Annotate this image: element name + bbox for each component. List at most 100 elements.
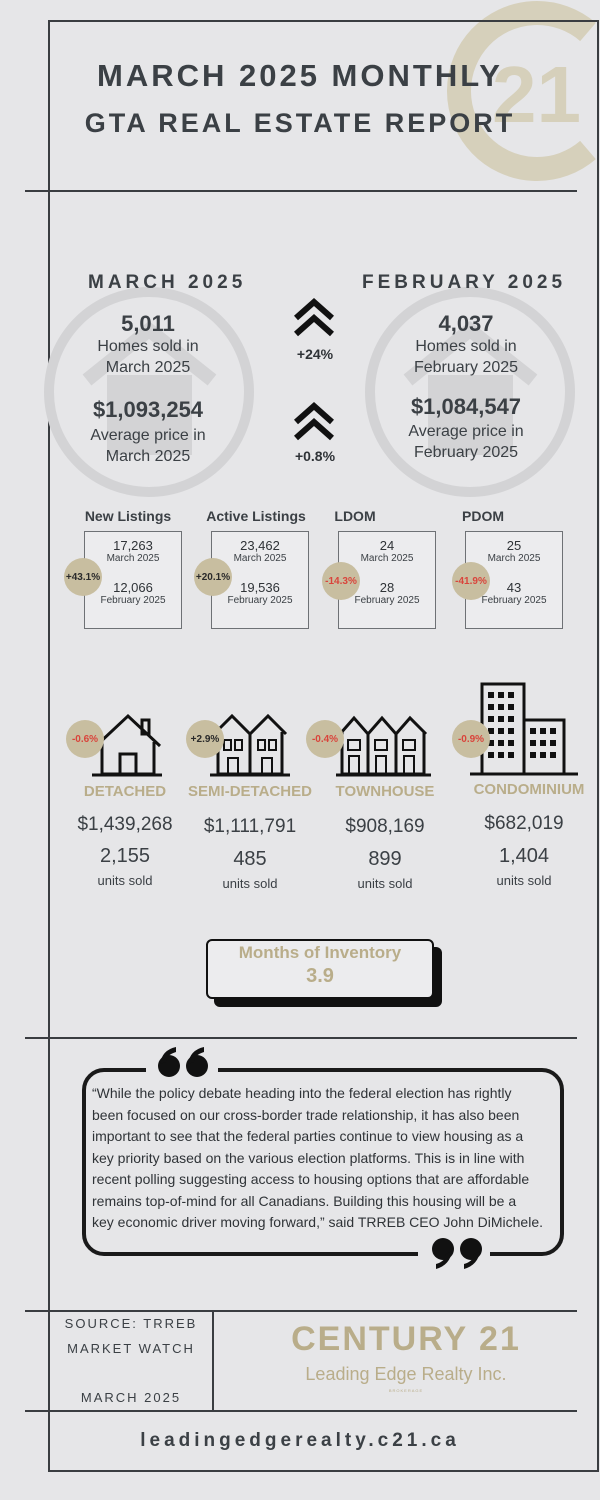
change-badge: -41.9%	[452, 562, 490, 600]
stat-previous-value: 19,536	[240, 580, 280, 595]
close-quote-icon	[432, 1238, 482, 1269]
homes-sold-previous-label2: February 2025	[413, 359, 519, 376]
stat-current-value: 23,462	[240, 538, 280, 553]
stat-current-label: March 2025	[233, 553, 287, 564]
page-title-line2: GTA REAL ESTATE REPORT	[84, 108, 516, 138]
avg-price-current: $1,093,254	[92, 397, 204, 422]
source-date: MARCH 2025	[80, 1390, 182, 1405]
stat-box-pdom: 25 March 2025 43 February 2025	[465, 531, 563, 629]
stat-previous-value: 28	[379, 580, 395, 595]
change-badge: -0.4%	[306, 720, 344, 758]
divider-footer-bottom	[25, 1410, 577, 1412]
home-watermark-left-icon	[44, 287, 254, 497]
ptype-units: 485	[233, 848, 267, 870]
stat-current-label: March 2025	[360, 553, 414, 564]
quote-line: remains top-of-mind for all Canadians. B…	[92, 1192, 517, 1209]
ptype-units-label: units sold	[496, 873, 552, 888]
quote-frame	[82, 1068, 564, 1256]
stat-title-ldom: LDOM	[334, 508, 376, 524]
brand-brokerage: BROKERAGE	[388, 1388, 424, 1393]
divider-quote	[25, 1037, 577, 1039]
stat-previous-value: 43	[506, 580, 522, 595]
homes-sold-current: 5,011	[121, 311, 175, 336]
semi-detached-icon	[210, 713, 290, 777]
source-line1: SOURCE: TRREB	[64, 1316, 198, 1331]
stat-previous-value: 12,066	[113, 580, 153, 595]
change-badge: +20.1%	[194, 558, 232, 596]
stat-previous-label: February 2025	[354, 595, 420, 606]
ptype-units: 2,155	[99, 845, 151, 867]
ptype-name: DETACHED	[83, 783, 167, 800]
inventory-label: Months of Inventory	[238, 943, 402, 962]
ptype-price: $1,439,268	[77, 814, 173, 835]
ptype-price: $908,169	[345, 816, 425, 837]
change-badge: +2.9%	[186, 720, 224, 758]
ptype-units: 899	[368, 848, 402, 870]
quote-line: “While the policy debate heading into th…	[92, 1085, 512, 1101]
stat-current-value: 25	[506, 538, 522, 553]
page-title-line1: MARCH 2025 MONTHLY	[97, 58, 503, 93]
stat-previous-label: February 2025	[227, 595, 293, 606]
change-badge: -0.9%	[452, 720, 490, 758]
ptype-units-label: units sold	[97, 873, 153, 888]
homes-sold-current-label1: Homes sold in	[97, 338, 199, 355]
ptype-units: 1,404	[498, 845, 550, 867]
brand-logo-text: CENTURY 21	[291, 1320, 521, 1358]
avg-price-previous-label2: February 2025	[413, 444, 519, 461]
quote-line: important to see that the federal partie…	[92, 1128, 524, 1144]
ptype-name: TOWNHOUSE	[335, 783, 435, 800]
homes-sold-previous-label1: Homes sold in	[415, 338, 517, 355]
source-line2: MARKET WATCH	[67, 1341, 195, 1356]
stat-title-active-listings: Active Listings	[206, 508, 306, 524]
divider-footer-top	[25, 1310, 577, 1312]
home-watermark-right-icon	[365, 287, 575, 497]
c21-watermark-text: 21	[492, 50, 581, 139]
frame-bottom	[48, 1470, 598, 1472]
house-icon	[92, 713, 162, 777]
stat-current-value: 17,263	[113, 538, 153, 553]
stat-previous-label: February 2025	[481, 595, 547, 606]
price-change: +0.8%	[294, 448, 336, 464]
frame-right	[597, 20, 599, 1472]
change-badge: +43.1%	[64, 558, 102, 596]
stat-current-label: March 2025	[487, 553, 541, 564]
inventory-value: 3.9	[306, 965, 334, 987]
stat-previous-label: February 2025	[100, 595, 166, 606]
footer-divider-vertical	[212, 1310, 214, 1410]
quote-line: been focused on our cross-border trade r…	[92, 1106, 520, 1123]
stat-current-value: 24	[379, 538, 395, 553]
frame-left	[48, 20, 50, 1472]
stat-title-new-listings: New Listings	[84, 508, 172, 524]
homes-sold-previous: 4,037	[438, 311, 494, 336]
double-chevron-up-icon	[294, 297, 334, 337]
period-previous: FEBRUARY 2025	[362, 272, 567, 293]
stat-title-pdom: PDOM	[462, 508, 504, 524]
period-current: MARCH 2025	[88, 272, 247, 293]
townhouse-icon	[336, 715, 431, 777]
stat-box-active-listings: 23,462 March 2025 19,536 February 2025	[211, 531, 309, 629]
website-link[interactable]: leadingedgerealty.c21.ca	[140, 1430, 460, 1451]
avg-price-previous: $1,084,547	[410, 394, 522, 419]
double-chevron-up-icon	[294, 401, 334, 441]
c21-watermark-logo: 21	[447, 1, 596, 181]
ptype-price: $682,019	[484, 813, 564, 834]
stat-current-label: March 2025	[106, 553, 160, 564]
quote-line: recent polling suggesting access to hous…	[92, 1171, 530, 1187]
frame-top	[48, 20, 598, 22]
brand-subtitle: Leading Edge Realty Inc.	[305, 1364, 507, 1384]
ptype-price: $1,111,791	[203, 816, 297, 837]
change-badge: -0.6%	[66, 720, 104, 758]
open-quote-icon	[158, 1047, 208, 1077]
avg-price-current-label2: March 2025	[105, 448, 191, 465]
quote-text: “While the policy debate heading into th…	[92, 1083, 562, 1234]
ptype-name: CONDOMINIUM	[473, 781, 585, 798]
homes-sold-current-label2: March 2025	[105, 359, 191, 376]
inventory-box: Months of Inventory 3.9	[206, 939, 434, 999]
ptype-units-label: units sold	[357, 876, 413, 891]
quote-line: key economic driver moving forward,” sai…	[92, 1214, 544, 1230]
quote-line: key priority based on the various electi…	[92, 1149, 525, 1166]
divider-header	[25, 190, 577, 192]
sales-change: +24%	[296, 346, 334, 362]
avg-price-previous-label1: Average price in	[408, 423, 524, 440]
ptype-units-label: units sold	[222, 876, 278, 891]
